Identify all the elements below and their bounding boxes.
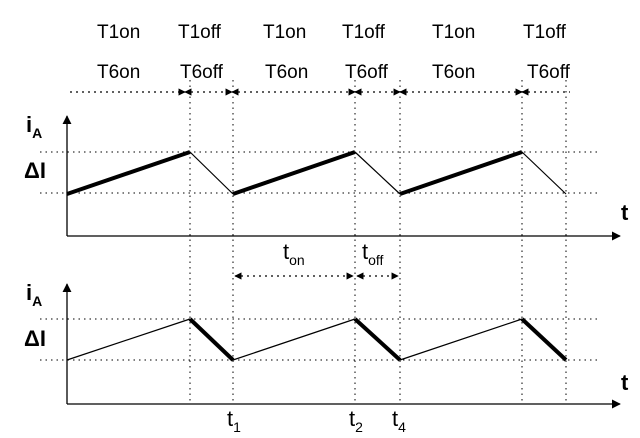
top-rising-segment (66, 150, 191, 196)
state-row1-label: T1off (178, 22, 222, 43)
state-row2-label: T6off (527, 62, 571, 83)
bottom-falling-segment (353, 317, 402, 362)
bottom-rising-segment (399, 318, 523, 361)
duration-annotations: ton toff (234, 239, 399, 280)
state-row2-label: T6off (345, 62, 389, 83)
state-row1-label: T1off (523, 22, 567, 43)
state-row2-label: T6on (97, 62, 140, 83)
time-mark-t4: t4 (392, 406, 406, 435)
time-mark-labels: t1 t2 t4 (227, 406, 406, 435)
bottom-plot: iA t ΔI (24, 280, 629, 409)
state-row2-label: T6on (432, 62, 475, 83)
state-row1-label: T1on (263, 22, 306, 43)
state-row1-label: T1on (97, 22, 140, 43)
switching-instant-guides (189, 80, 567, 404)
top-falling-segment (521, 151, 567, 195)
top-rising-segment (399, 150, 523, 196)
top-y-label: iA (26, 112, 42, 141)
bottom-y-label: iA (26, 280, 42, 309)
bottom-x-label: t (621, 370, 629, 395)
top-falling-segment (354, 151, 401, 195)
bottom-delta-label: ΔI (24, 326, 46, 351)
state-labels: T1on T1off T1on T1off T1on T1off T6on T6… (97, 22, 571, 83)
state-row2-label: T6on (265, 62, 308, 83)
bottom-falling-segment (520, 317, 568, 362)
top-x-label: t (621, 200, 629, 225)
bottom-rising-segment (66, 318, 191, 361)
top-rising-segment (232, 150, 356, 196)
top-delta-label: ΔI (24, 158, 46, 183)
bottom-rising-segment (232, 318, 356, 361)
top-falling-segment (189, 151, 234, 195)
time-mark-t1: t1 (227, 406, 241, 435)
top-plot: iA t ΔI (24, 112, 629, 241)
state-row1-label: T1on (432, 22, 475, 43)
state-row2-label: T6off (180, 62, 224, 83)
bottom-falling-segment (188, 317, 235, 362)
state-row1-label: T1off (342, 22, 386, 43)
time-mark-t2: t2 (349, 406, 363, 435)
t-off-label: toff (362, 239, 384, 268)
t-on-label: ton (283, 239, 305, 268)
